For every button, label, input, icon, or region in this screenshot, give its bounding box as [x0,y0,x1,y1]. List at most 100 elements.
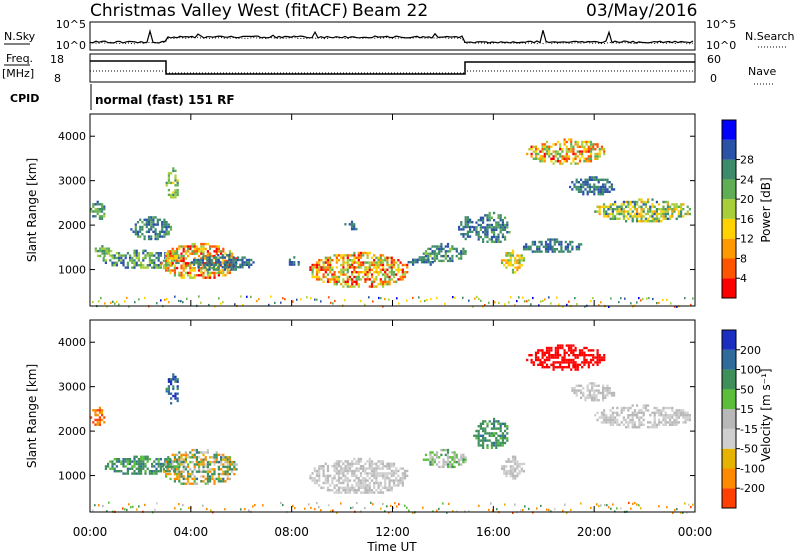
range-cell [644,404,647,407]
range-cell [213,276,216,279]
range-cell [444,257,447,260]
range-cell [484,429,487,433]
range-cell [309,266,312,269]
range-cell [585,157,588,160]
range-cell [504,216,507,219]
range-cell [541,143,544,146]
range-cell [629,406,632,410]
range-cell [479,425,482,428]
range-cell [184,257,187,260]
range-cell [98,416,101,419]
range-cell [180,266,183,270]
range-cell [603,411,606,414]
range-cell [625,205,628,208]
range-cell [177,467,180,470]
range-cell [572,157,575,160]
range-cell [220,456,223,459]
range-cell [495,238,498,241]
range-cell [222,247,225,251]
range-cell [320,268,323,271]
ground-cell [684,502,686,505]
range-cell [653,423,656,426]
range-cell [497,214,500,217]
range-cell [318,266,321,269]
range-cell [682,215,685,218]
range-cell [202,245,205,248]
range-cell [167,392,170,395]
range-cell [103,215,106,218]
range-cell [195,451,198,454]
ground-cell [452,510,454,513]
range-cell [442,460,445,464]
range-cell [133,458,136,461]
range-cell [357,261,360,264]
range-cell [322,469,325,473]
range-cell [451,458,454,461]
range-cell [571,245,574,248]
range-cell [490,441,493,445]
range-cell [607,416,610,419]
range-cell [644,205,647,208]
range-cell [572,150,575,153]
range-cell [640,210,643,213]
range-cell [486,446,489,449]
range-cell [98,418,101,422]
range-cell [384,484,387,487]
range-cell [147,221,151,224]
range-cell [482,446,485,449]
range-cell [547,243,550,246]
range-cell [592,358,595,362]
range-cell [618,208,621,211]
range-cell [167,223,170,226]
range-cell [215,460,218,464]
range-cell [658,203,661,206]
range-cell [228,468,231,471]
range-cell [176,252,179,255]
range-cell [595,399,598,402]
range-cell [444,250,447,253]
range-cell [217,460,220,464]
range-cell [366,256,369,259]
range-cell [94,215,97,218]
range-cell [233,472,236,476]
range-cell [176,392,179,395]
range-cell [351,273,354,276]
range-cell [331,489,334,492]
range-cell [477,425,480,428]
range-cell [174,191,177,194]
range-cell [182,463,185,466]
range-cell [180,257,183,260]
range-cell [348,489,352,492]
range-cell [644,200,647,204]
range-cell [431,451,434,454]
range-cell [96,249,100,253]
range-cell [368,266,371,269]
range-cell [331,273,334,276]
range-cell [592,148,595,151]
range-cell [671,215,674,218]
ground-cell [566,511,568,514]
range-cell [102,259,105,262]
range-cell [195,448,198,452]
range-cell [596,157,599,160]
range-cell [176,266,179,270]
range-cell [184,465,187,469]
range-cell [326,481,330,485]
range-cell [167,257,170,260]
range-cell [193,453,196,457]
range-cell [644,220,647,223]
range-cell [228,465,231,469]
range-cell [173,257,176,260]
range-cell [451,456,454,459]
range-cell [208,261,211,264]
range-cell [653,210,656,213]
range-cell [217,258,220,262]
range-cell [620,421,623,424]
range-cell [556,150,560,153]
range-cell [200,470,203,473]
range-cell [333,273,336,276]
range-cell [469,225,472,229]
range-cell [433,245,436,248]
range-cell [553,243,556,246]
range-cell [565,160,568,163]
